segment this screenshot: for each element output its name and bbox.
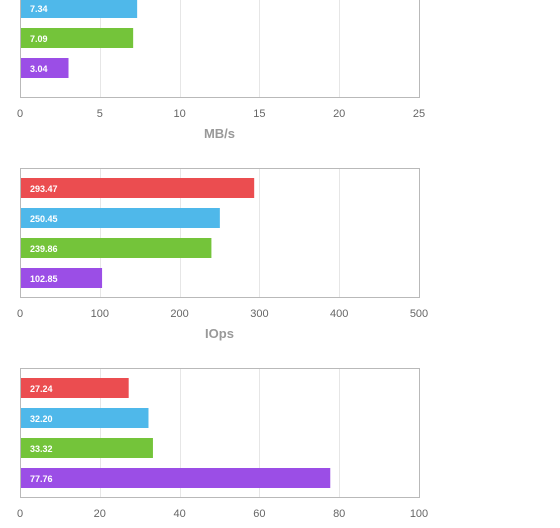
iops-bar: [21, 268, 103, 288]
latency-bar: [21, 378, 129, 398]
iops-bar-value-label: 250.45: [30, 214, 58, 224]
latency-chart-svg: 0 20 40 60 80 100 27.24 32.20 33.32 77.76: [17, 368, 428, 520]
latency-bar-value-label: 32.20: [30, 414, 53, 424]
iops-x-tick-label: 200: [170, 308, 188, 320]
latency-bar-value-label: 33.32: [30, 444, 53, 454]
iops-x-tick-label: 400: [330, 308, 348, 320]
throughput-x-tick-label: 10: [173, 108, 185, 120]
throughput-bar: [21, 28, 134, 48]
throughput-bar-value-label: 3.04: [30, 64, 48, 74]
throughput-bar: [21, 0, 138, 18]
iops-bar: [21, 238, 212, 258]
latency-x-tick-label: 40: [173, 508, 185, 520]
iops-chart-svg: 0 100 200 300 400 500 293.47 250.45 239.86 102.85…: [17, 168, 428, 341]
latency-x-tick-label: 0: [17, 508, 23, 520]
iops-bar-value-label: 293.47: [30, 184, 58, 194]
latency-x-tick-label: 80: [333, 508, 345, 520]
latency-x-tick-label: 20: [94, 508, 106, 520]
latency-chart: 0 20 40 60 80 100 27.24 32.20 33.32 77.76: [0, 368, 560, 528]
throughput-bar-value-label: 7.09: [30, 34, 48, 44]
latency-bar: [21, 438, 153, 458]
latency-x-tick-label: 100: [410, 508, 428, 520]
iops-bar: [21, 208, 220, 228]
iops-x-axis-title: IOps: [205, 326, 234, 341]
iops-bar-value-label: 102.85: [30, 274, 58, 284]
throughput-x-tick-label: 25: [413, 108, 425, 120]
throughput-x-axis-title: MB/s: [204, 126, 235, 141]
throughput-x-tick-label: 15: [253, 108, 265, 120]
throughput-x-tick-label: 0: [17, 108, 23, 120]
iops-chart: 0 100 200 300 400 500 293.47 250.45 239.86 102.85…: [0, 168, 560, 348]
latency-bar: [21, 408, 149, 428]
iops-x-tick-label: 500: [410, 308, 428, 320]
throughput-chart: 0 5 10 15 20 25 7.34 7.09 3.04 MB/s: [0, 0, 560, 150]
latency-bar-value-label: 77.76: [30, 474, 53, 484]
iops-x-tick-label: 0: [17, 308, 23, 320]
latency-x-tick-label: 60: [253, 508, 265, 520]
iops-x-tick-label: 100: [91, 308, 109, 320]
iops-x-tick-label: 300: [250, 308, 268, 320]
iops-bar-value-label: 239.86: [30, 244, 58, 254]
latency-bar-value-label: 27.24: [30, 384, 53, 394]
throughput-bar: [21, 58, 69, 78]
throughput-x-tick-label: 20: [333, 108, 345, 120]
throughput-x-tick-label: 5: [97, 108, 103, 120]
latency-bar: [21, 468, 331, 488]
iops-bar: [21, 178, 255, 198]
throughput-chart-svg: 0 5 10 15 20 25 7.34 7.09 3.04 MB/s: [17, 0, 425, 141]
throughput-bar-value-label: 7.34: [30, 4, 48, 14]
